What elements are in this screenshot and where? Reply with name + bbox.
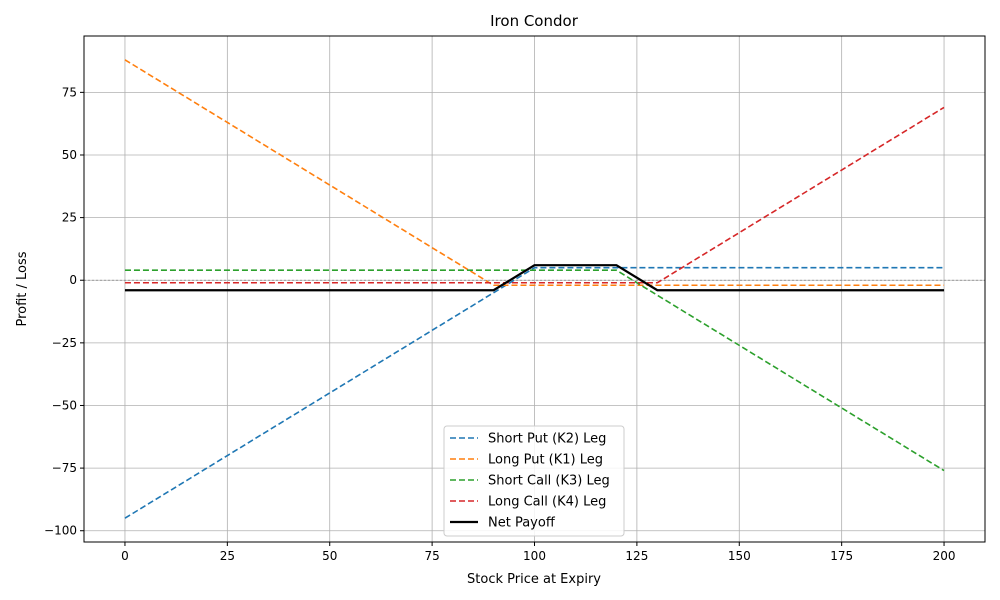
x-tick-label: 100 (523, 549, 546, 563)
y-tick-label: −25 (52, 336, 77, 350)
x-tick-label: 200 (933, 549, 956, 563)
y-tick-label: 50 (62, 148, 77, 162)
x-tick-label: 175 (830, 549, 853, 563)
legend-label: Long Put (K1) Leg (488, 453, 603, 468)
y-tick-label: −75 (52, 461, 77, 475)
x-tick-label: 75 (424, 549, 439, 563)
axis-ticks: 0 25 50 75 100 125 150 175 200 −100 −75 −50 −25 0 25 50… (44, 85, 955, 563)
chart-title: Iron Condor (490, 12, 579, 30)
y-tick-label: 0 (69, 273, 77, 287)
y-tick-label: 25 (62, 211, 77, 225)
legend: Short Put (K2) Leg Long Put (K1) Leg Short… (443, 425, 625, 537)
legend-label: Short Call (K3) Leg (488, 474, 610, 489)
x-tick-label: 125 (625, 549, 648, 563)
y-tick-label: −50 (52, 398, 77, 412)
x-tick-label: 150 (728, 549, 751, 563)
x-tick-label: 25 (220, 549, 235, 563)
y-tick-label: 75 (62, 85, 77, 99)
series-lines (124, 59, 945, 519)
x-tick-label: 0 (121, 549, 129, 563)
series-line-long-put-k1-leg (124, 59, 945, 287)
grid-lines (84, 36, 985, 542)
series-line-long-call-k4-leg (124, 106, 945, 284)
series-line-net-payoff (124, 264, 945, 292)
legend-label: Long Call (K4) Leg (488, 495, 606, 510)
x-tick-label: 50 (322, 549, 337, 563)
y-tick-label: −100 (44, 524, 77, 538)
series-line-short-put-k2-leg (124, 266, 945, 519)
legend-box (443, 425, 625, 537)
series-line-short-call-k3-leg (124, 269, 945, 472)
x-axis-label: Stock Price at Expiry (467, 572, 601, 587)
legend-label: Net Payoff (488, 516, 556, 531)
y-axis-label: Profit / Loss (15, 251, 30, 326)
legend-label: Short Put (K2) Leg (488, 432, 606, 447)
